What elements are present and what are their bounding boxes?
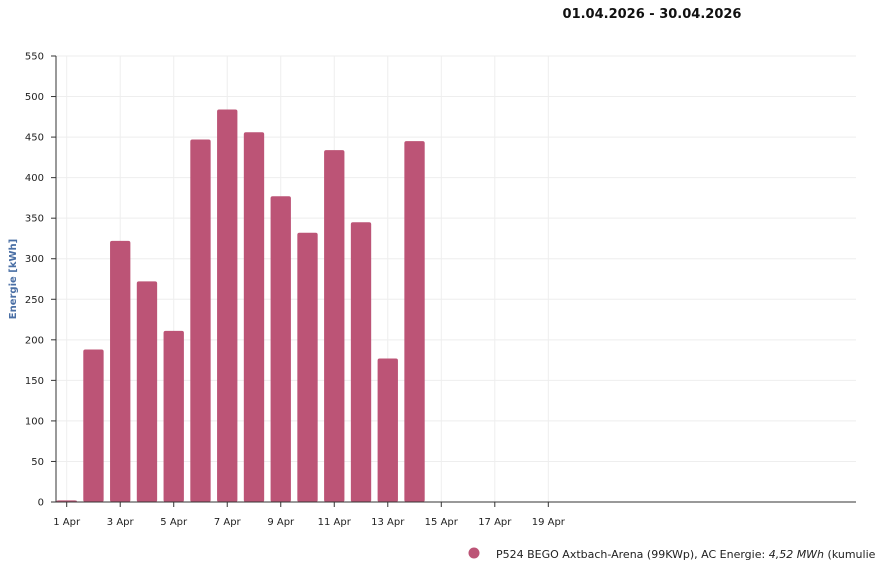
y-tick-label: 0 — [38, 498, 44, 509]
bar-9-apr[interactable] — [270, 196, 291, 502]
y-tick-label: 450 — [25, 133, 44, 144]
legend-marker — [468, 547, 480, 559]
y-axis-label: Energie [kWh] — [8, 239, 19, 319]
chart-title: 01.04.2026 - 30.04.2026 — [563, 7, 742, 22]
axes — [55, 56, 856, 503]
x-tick-label: 5 Apr — [160, 517, 188, 528]
x-tick-label: 17 Apr — [478, 517, 512, 528]
y-tick-label: 100 — [25, 416, 44, 427]
legend-series-name: P524 BEGO Axtbach-Arena (99KWp), AC Ener… — [496, 548, 765, 561]
y-tick-label: 500 — [25, 92, 44, 103]
bar-3-apr[interactable] — [110, 240, 131, 502]
legend-suffix: (kumuliert) — [828, 548, 876, 561]
y-tick-label: 300 — [25, 254, 44, 265]
bar-11-apr[interactable] — [324, 150, 345, 502]
x-tick-label: 13 Apr — [371, 517, 405, 528]
x-tick-label: 7 Apr — [214, 517, 242, 528]
bar-5-apr[interactable] — [163, 330, 184, 502]
bar-10-apr[interactable] — [297, 232, 318, 502]
y-tick-label: 50 — [31, 457, 44, 468]
x-axis-ticks: 1 Apr 3 Apr 5 Apr 7 Apr 9 Apr 11 Apr 13 Apr 15 … — [53, 502, 566, 528]
bar-14-apr[interactable] — [404, 141, 425, 503]
bars — [56, 109, 425, 503]
x-tick-label: 9 Apr — [267, 517, 295, 528]
bar-4-apr[interactable] — [136, 281, 158, 502]
legend[interactable]: P524 BEGO Axtbach-Arena (99KWp), AC Ener… — [468, 547, 876, 562]
bar-6-apr[interactable] — [190, 139, 211, 503]
y-axis-ticks: 0 50 100 150 200 250 300 350 400 450 500 550 — [25, 52, 56, 509]
x-tick-label: 19 Apr — [532, 517, 566, 528]
x-tick-label: 3 Apr — [107, 517, 135, 528]
bar-8-apr[interactable] — [243, 132, 265, 502]
bar-12-apr[interactable] — [350, 222, 372, 502]
x-tick-label: 11 Apr — [318, 517, 352, 528]
x-tick-label: 1 Apr — [53, 517, 81, 528]
y-tick-label: 550 — [25, 52, 44, 63]
y-tick-label: 350 — [25, 214, 44, 225]
bar-2-apr[interactable] — [83, 349, 104, 502]
y-tick-label: 150 — [25, 376, 44, 387]
x-tick-label: 15 Apr — [425, 517, 459, 528]
legend-entry: P524 BEGO Axtbach-Arena (99KWp), AC Ener… — [496, 548, 876, 561]
bar-13-apr[interactable] — [377, 358, 398, 502]
y-tick-label: 200 — [25, 335, 44, 346]
legend-total: 4,52 MWh — [769, 548, 824, 561]
y-tick-label: 400 — [25, 173, 44, 184]
bar-7-apr[interactable] — [217, 109, 238, 503]
y-tick-label: 250 — [25, 295, 44, 306]
